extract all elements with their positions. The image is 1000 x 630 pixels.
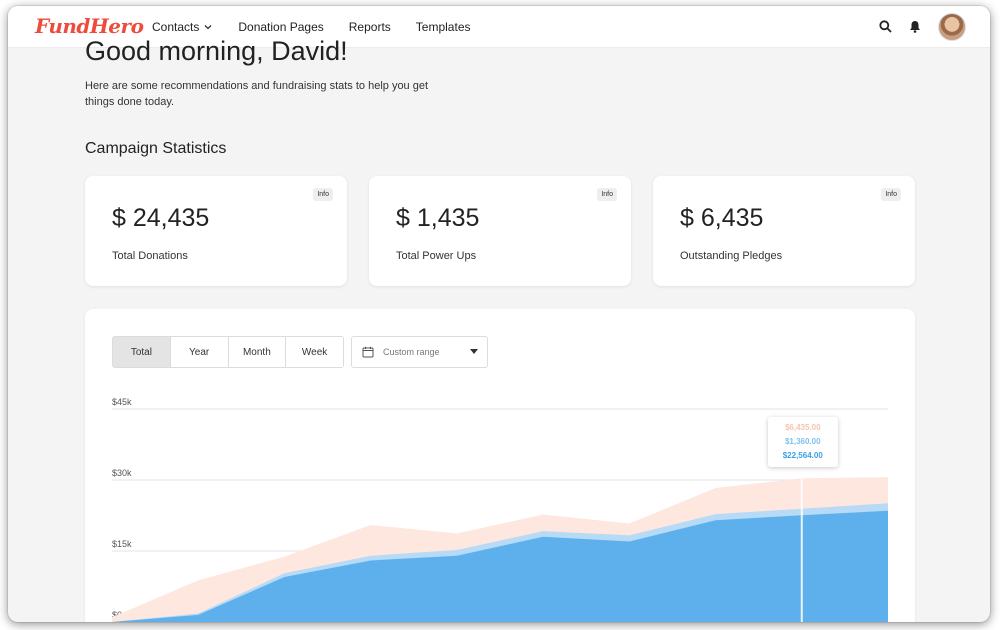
nav-reports-label: Reports [348,19,391,34]
stat-label: Total Power Ups [396,250,477,262]
stat-value: $ 6,435 [680,204,764,232]
tooltip-value-donations: $22,564.00 [782,451,823,460]
bell-icon[interactable] [906,18,924,36]
stat-card-total-donations: Info $ 24,435 Total Donations [85,176,347,286]
custom-range-label: Custom range [383,347,440,357]
app-window: FundHero Contacts Donation Pages Reports… [8,6,990,622]
top-navigation: FundHero Contacts Donation Pages Reports… [8,6,990,48]
custom-range-dropdown[interactable]: Custom range [351,336,488,368]
top-actions [876,6,990,47]
tooltip-value-power-ups: $1,360.00 [784,437,821,446]
dropdown-caret-icon [470,349,478,354]
chevron-down-icon [204,24,212,29]
stat-card-outstanding-pledges: Info $ 6,435 Outstanding Pledges [653,176,915,286]
nav-contacts-label: Contacts [152,19,200,34]
page-subtitle: Here are some recommendations and fundra… [85,80,429,108]
info-badge[interactable]: Info [881,188,901,201]
y-tick-label: $0 [112,610,122,620]
nav-contacts[interactable]: Contacts [152,20,213,34]
segment-total[interactable]: Total [113,337,171,367]
stat-value: $ 1,435 [396,204,480,232]
time-segmented-control: Total Year Month Week [112,336,344,368]
area-chart: $0 $15k $30k $45k [112,397,888,622]
nav-donation-pages-label: Donation Pages [238,19,324,34]
search-icon-glyph [878,20,892,33]
y-tick-label: $15k [112,539,132,549]
avatar[interactable] [938,12,966,41]
segment-month[interactable]: Month [228,337,287,367]
y-tick-label: $30k [112,468,132,478]
tooltip-value-pledges: $6,435.00 [784,423,821,432]
info-badge[interactable]: Info [313,188,333,201]
logo[interactable]: FundHero [35,14,144,38]
nav-templates[interactable]: Templates [416,20,471,34]
nav-reports[interactable]: Reports [349,20,391,34]
page-title: Good morning, David! [85,36,348,66]
section-title: Campaign Statistics [85,140,227,157]
y-tick-label: $45k [112,397,132,407]
nav-templates-label: Templates [415,19,471,34]
stat-label: Outstanding Pledges [680,250,783,262]
bell-icon-glyph [910,21,920,33]
nav-donation-pages[interactable]: Donation Pages [238,20,323,34]
chart-tooltip: $6,435.00 $1,360.00 $22,564.00 [767,417,838,467]
segment-week[interactable]: Week [286,337,343,367]
chart-panel: Total Year Month Week Custom range $0 $15… [85,309,915,622]
calendar-icon [362,346,374,358]
info-badge[interactable]: Info [597,188,617,201]
stat-value: $ 24,435 [112,204,210,232]
area-donations [112,510,888,622]
search-icon[interactable] [876,18,894,36]
stat-card-total-power-ups: Info $ 1,435 Total Power Ups [369,176,631,286]
main-nav: Contacts Donation Pages Reports Template… [152,6,496,47]
stat-label: Total Donations [112,250,188,262]
segment-year[interactable]: Year [170,337,229,367]
